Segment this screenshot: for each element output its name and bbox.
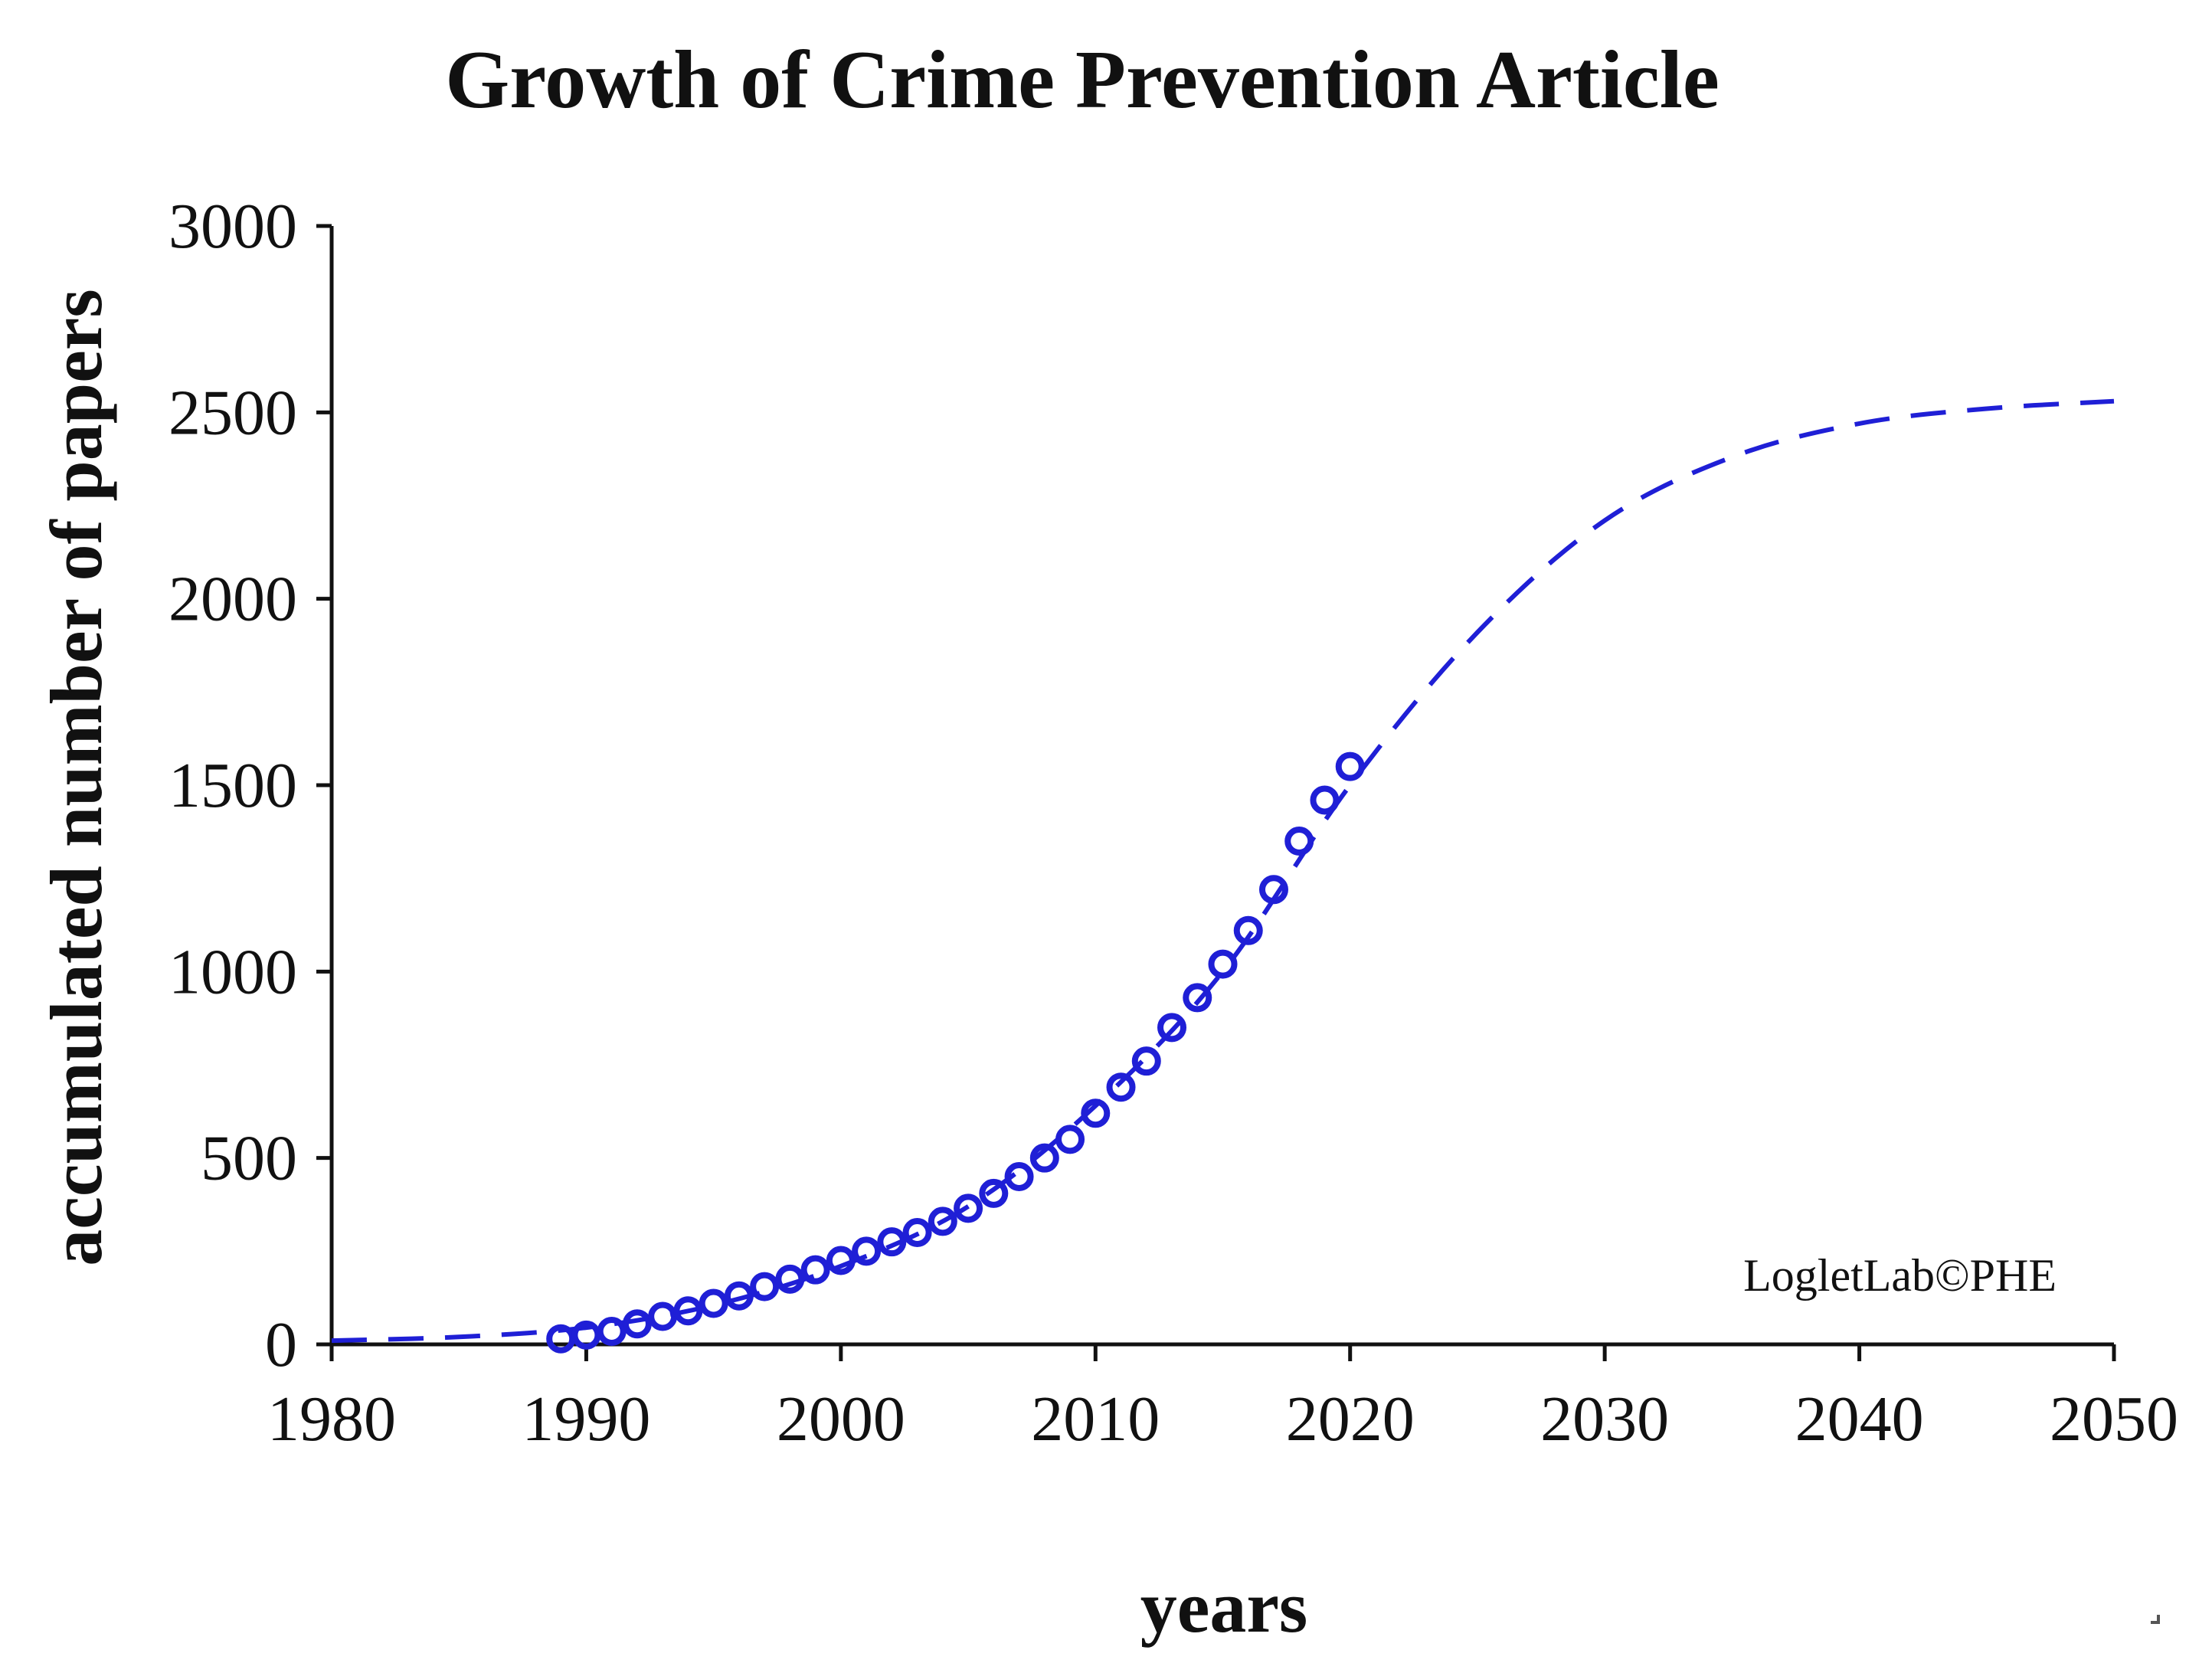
data-point (1004, 1162, 1034, 1191)
data-point (877, 1227, 907, 1257)
corner-mark (2151, 1615, 2160, 1624)
tick-labels: 1980 1990 2000 2010 2020 2030 2040 2050 0 500 1000… (169, 191, 2178, 1455)
data-points-layer (546, 751, 1365, 1354)
x-tick-label: 2030 (1540, 1383, 1669, 1455)
y-tick-label: 500 (201, 1123, 297, 1194)
data-point (622, 1309, 652, 1339)
data-point (1258, 875, 1288, 905)
fit-curve-line (331, 398, 2115, 1344)
data-point (954, 1193, 983, 1223)
data-point (902, 1218, 932, 1247)
chart-title: Growth of Crime Prevention Article (445, 34, 1720, 126)
watermark-annotation: LogletLab©PHE (1743, 1250, 2057, 1301)
data-point (724, 1281, 754, 1311)
y-axis-label: accumulated number of papers (35, 289, 117, 1266)
axes (316, 224, 2116, 1361)
y-tick-label: 0 (265, 1309, 297, 1380)
data-point (1284, 827, 1314, 856)
data-point (1081, 1098, 1111, 1128)
data-point (1131, 1046, 1161, 1076)
data-point (1335, 751, 1365, 781)
x-tick-label: 2040 (1795, 1383, 1924, 1455)
data-point (1055, 1125, 1085, 1154)
data-point (1106, 1072, 1136, 1102)
y-tick-label: 3000 (169, 191, 297, 262)
x-axis-label: years (1140, 1566, 1308, 1648)
data-point (1183, 983, 1212, 1013)
data-point (673, 1296, 703, 1326)
y-tick-label: 2000 (169, 564, 297, 635)
data-point (775, 1264, 805, 1294)
fit-curve-layer (331, 398, 2115, 1344)
data-point (597, 1316, 627, 1346)
data-point (928, 1206, 957, 1236)
data-point (1029, 1143, 1059, 1173)
x-tick-label: 2010 (1031, 1383, 1160, 1455)
y-tick-label: 1500 (169, 750, 297, 821)
x-tick-label: 1990 (522, 1383, 650, 1455)
data-point (1208, 949, 1238, 979)
data-point (699, 1288, 728, 1318)
data-point (1233, 915, 1263, 945)
data-point (1310, 785, 1340, 815)
x-tick-label: 2050 (2050, 1383, 2178, 1455)
x-tick-label: 1980 (267, 1383, 396, 1455)
x-tick-label: 2000 (777, 1383, 905, 1455)
data-point (750, 1272, 780, 1301)
x-tick-label: 2020 (1286, 1383, 1415, 1455)
data-point (800, 1255, 830, 1285)
data-point (1157, 1013, 1187, 1043)
data-point (826, 1246, 856, 1275)
data-point (852, 1236, 882, 1266)
y-tick-label: 2500 (169, 377, 297, 448)
data-point (648, 1301, 678, 1331)
data-point (979, 1178, 1009, 1208)
y-tick-label: 1000 (169, 936, 297, 1007)
